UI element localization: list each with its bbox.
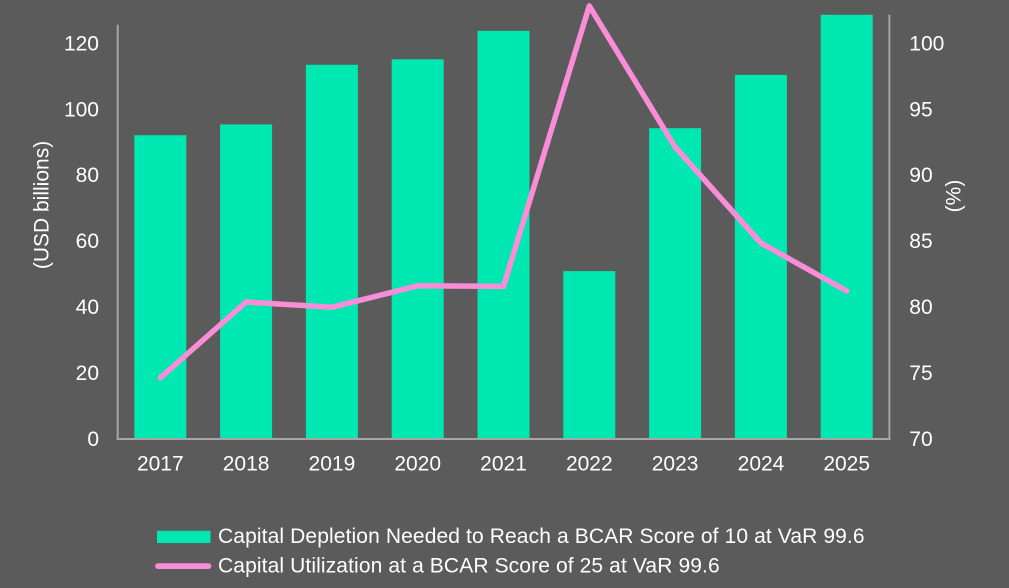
svg-text:60: 60 [76,230,99,253]
svg-text:2025: 2025 [823,453,870,476]
svg-text:100: 100 [909,32,944,55]
svg-text:95: 95 [909,98,932,121]
svg-text:75: 75 [909,362,932,385]
svg-text:100: 100 [64,98,99,121]
svg-text:Capital Depletion Needed to Re: Capital Depletion Needed to Reach a BCAR… [218,525,865,548]
svg-text:2018: 2018 [223,453,270,476]
svg-text:120: 120 [64,32,99,55]
svg-text:2017: 2017 [137,453,184,476]
svg-text:80: 80 [76,164,99,187]
svg-text:Capital Utilization at a BCAR: Capital Utilization at a BCAR Score of 2… [218,555,720,578]
svg-text:(%): (%) [942,180,965,213]
svg-text:0: 0 [87,428,99,451]
svg-text:90: 90 [909,164,932,187]
svg-text:2020: 2020 [394,453,441,476]
svg-text:2024: 2024 [738,453,785,476]
svg-text:40: 40 [76,296,99,319]
svg-text:(USD billions): (USD billions) [30,141,53,269]
svg-text:20: 20 [76,362,99,385]
svg-text:85: 85 [909,230,932,253]
svg-text:70: 70 [909,428,932,451]
svg-text:2019: 2019 [309,453,356,476]
svg-text:80: 80 [909,296,932,319]
svg-text:2023: 2023 [652,453,699,476]
svg-text:2021: 2021 [480,453,527,476]
svg-text:2022: 2022 [566,453,613,476]
